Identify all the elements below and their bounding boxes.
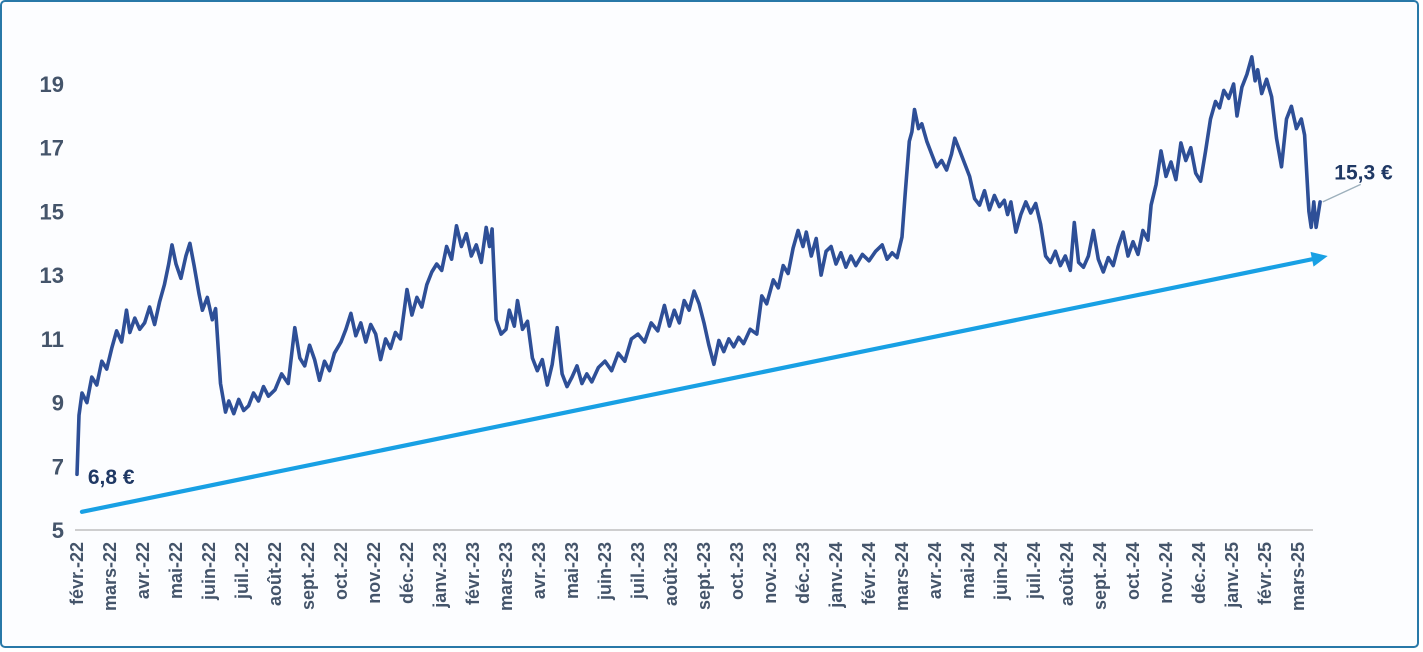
x-tick-label: mars-22 (100, 542, 120, 611)
x-tick-label: févr.-22 (67, 542, 87, 605)
x-tick-label: sept.-23 (694, 542, 714, 610)
x-tick-label: déc.-22 (397, 542, 417, 604)
x-tick-label: juin-24 (991, 542, 1011, 601)
x-tick-label: mai-23 (562, 542, 582, 599)
y-tick-label: 19 (40, 72, 64, 97)
x-tick-label: mai-22 (166, 542, 186, 599)
x-tick-label: juin-23 (595, 542, 615, 601)
start-value-label: 6,8 € (88, 466, 135, 489)
x-tick-label: oct.-24 (1123, 542, 1143, 600)
x-tick-label: avr.-22 (133, 542, 153, 599)
price-line (75, 55, 1322, 477)
y-tick-label: 15 (40, 199, 64, 224)
trend-arrow-head (1310, 251, 1328, 267)
end-value-label: 15,3 € (1334, 162, 1393, 185)
x-tick-label: mars-25 (1288, 542, 1308, 611)
y-tick-label: 17 (40, 136, 64, 161)
trend-arrow-line (79, 257, 1315, 514)
x-tick-label: nov.-24 (1156, 542, 1176, 604)
x-tick-label: oct.-22 (331, 542, 351, 600)
annotation-leader-line (1322, 183, 1361, 203)
y-tick-label: 11 (41, 327, 64, 352)
trend-arrow (79, 251, 1328, 514)
x-tick-label: janv.-24 (826, 542, 846, 609)
y-tick-label: 7 (52, 454, 64, 479)
x-tick-label: oct.-23 (727, 542, 747, 600)
x-tick-label: févr.-24 (859, 542, 879, 605)
x-tick-label: févr.-25 (1255, 542, 1275, 605)
x-tick-label: sept.-22 (298, 542, 318, 610)
x-tick-label: avr.-23 (529, 542, 549, 599)
x-tick-label: juil.-24 (1024, 542, 1044, 600)
x-tick-label: juil.-22 (232, 542, 252, 600)
y-tick-label: 13 (40, 263, 64, 288)
x-tick-label: août-23 (661, 542, 681, 606)
x-tick-label: nov.-23 (760, 542, 780, 604)
x-tick-label: déc.-23 (793, 542, 813, 604)
x-tick-label: févr.-23 (463, 542, 483, 605)
x-tick-label: août-24 (1057, 542, 1077, 606)
x-tick-label: nov.-22 (364, 542, 384, 604)
x-axis-labels: févr.-22 mars-22 avr.-22 mai-22 juin-22 juil.… (67, 542, 1308, 611)
x-tick-label: juin-22 (199, 542, 219, 601)
x-tick-label: déc.-24 (1189, 542, 1209, 604)
x-tick-label: août-22 (265, 542, 285, 606)
y-tick-label: 5 (52, 518, 64, 543)
y-tick-label: 9 (52, 391, 64, 416)
x-tick-label: janv.-23 (430, 542, 450, 609)
x-tick-label: janv.-25 (1222, 542, 1242, 609)
x-tick-label: juil.-23 (628, 542, 648, 600)
x-tick-label: mai-24 (958, 542, 978, 599)
x-tick-label: sept.-24 (1090, 542, 1110, 610)
y-axis-labels: 5 7 9 11 13 15 17 19 (40, 72, 64, 543)
x-tick-label: avr.-24 (925, 542, 945, 599)
x-tick-label: mars-24 (892, 542, 912, 611)
x-tick-label: mars-23 (496, 542, 516, 611)
